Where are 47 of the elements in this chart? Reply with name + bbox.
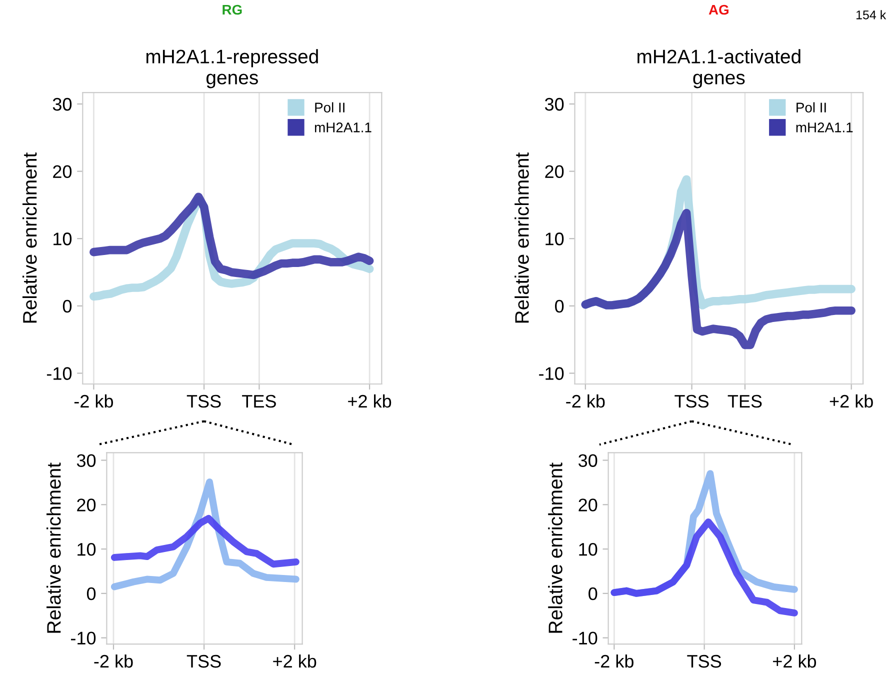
y-tick-label: 20	[77, 498, 96, 512]
y-tick-label: -10	[572, 632, 598, 645]
x-tick-label: TES	[728, 394, 762, 408]
y-tick-label: 30	[578, 454, 598, 467]
y-tick-label: 0	[588, 587, 598, 600]
x-tick-label: -2 kb	[94, 654, 133, 668]
text: 154 k	[856, 10, 886, 20]
x-tick-label: +2 kb	[348, 394, 392, 408]
y-tick-label: 20	[578, 498, 598, 512]
y-tick-label: -10	[539, 367, 564, 380]
y-tick-label: -10	[71, 632, 96, 645]
y-tick-label: 0	[86, 587, 96, 600]
y-tick-label: 10	[54, 232, 72, 246]
y-tick-label: 10	[579, 542, 598, 556]
x-tick-label: TSS	[687, 654, 722, 668]
y-tick-label: 10	[546, 232, 564, 246]
x-tick-label: TSS	[674, 394, 709, 408]
x-tick-label: +2 kb	[830, 394, 873, 408]
y-axis-title: Relative enrichment	[548, 462, 562, 633]
y-tick-label: 20	[545, 165, 564, 178]
y-tick-label: 10	[78, 542, 96, 556]
y-tick-label: 0	[555, 300, 564, 313]
chart-title: mH2A1.1-activated genes	[638, 49, 800, 88]
x-tick-label: TES	[242, 394, 276, 408]
y-axis-title: Relative enrichment	[46, 462, 61, 633]
text: AG	[708, 4, 728, 15]
y-tick-label: -10	[46, 367, 72, 380]
y-axis-title: Relative enrichment	[514, 152, 529, 323]
x-tick-label: TSS	[186, 654, 221, 668]
x-tick-label: -2 kb	[566, 394, 605, 408]
x-tick-label: -2 kb	[74, 394, 114, 408]
y-tick-label: 0	[62, 300, 72, 313]
y-tick-label: 20	[53, 165, 72, 178]
y-tick-label: 30	[544, 98, 564, 111]
y-tick-label: 30	[52, 98, 72, 111]
legend-label: mH2A1.1	[314, 122, 372, 132]
legend-label: Pol II	[796, 102, 826, 112]
legend-label: mH2A1.1	[796, 122, 853, 132]
y-tick-label: 30	[76, 454, 96, 467]
x-tick-label: +2 kb	[773, 654, 816, 668]
text: RG	[222, 4, 242, 15]
x-tick-label: TSS	[186, 394, 221, 408]
y-axis-title: Relative enrichment	[22, 152, 37, 323]
legend-label: Pol II	[315, 102, 344, 112]
x-tick-label: +2 kb	[273, 654, 316, 668]
chart-title: mH2A1.1-repressed genes	[146, 49, 318, 88]
x-tick-label: -2 kb	[594, 654, 634, 668]
